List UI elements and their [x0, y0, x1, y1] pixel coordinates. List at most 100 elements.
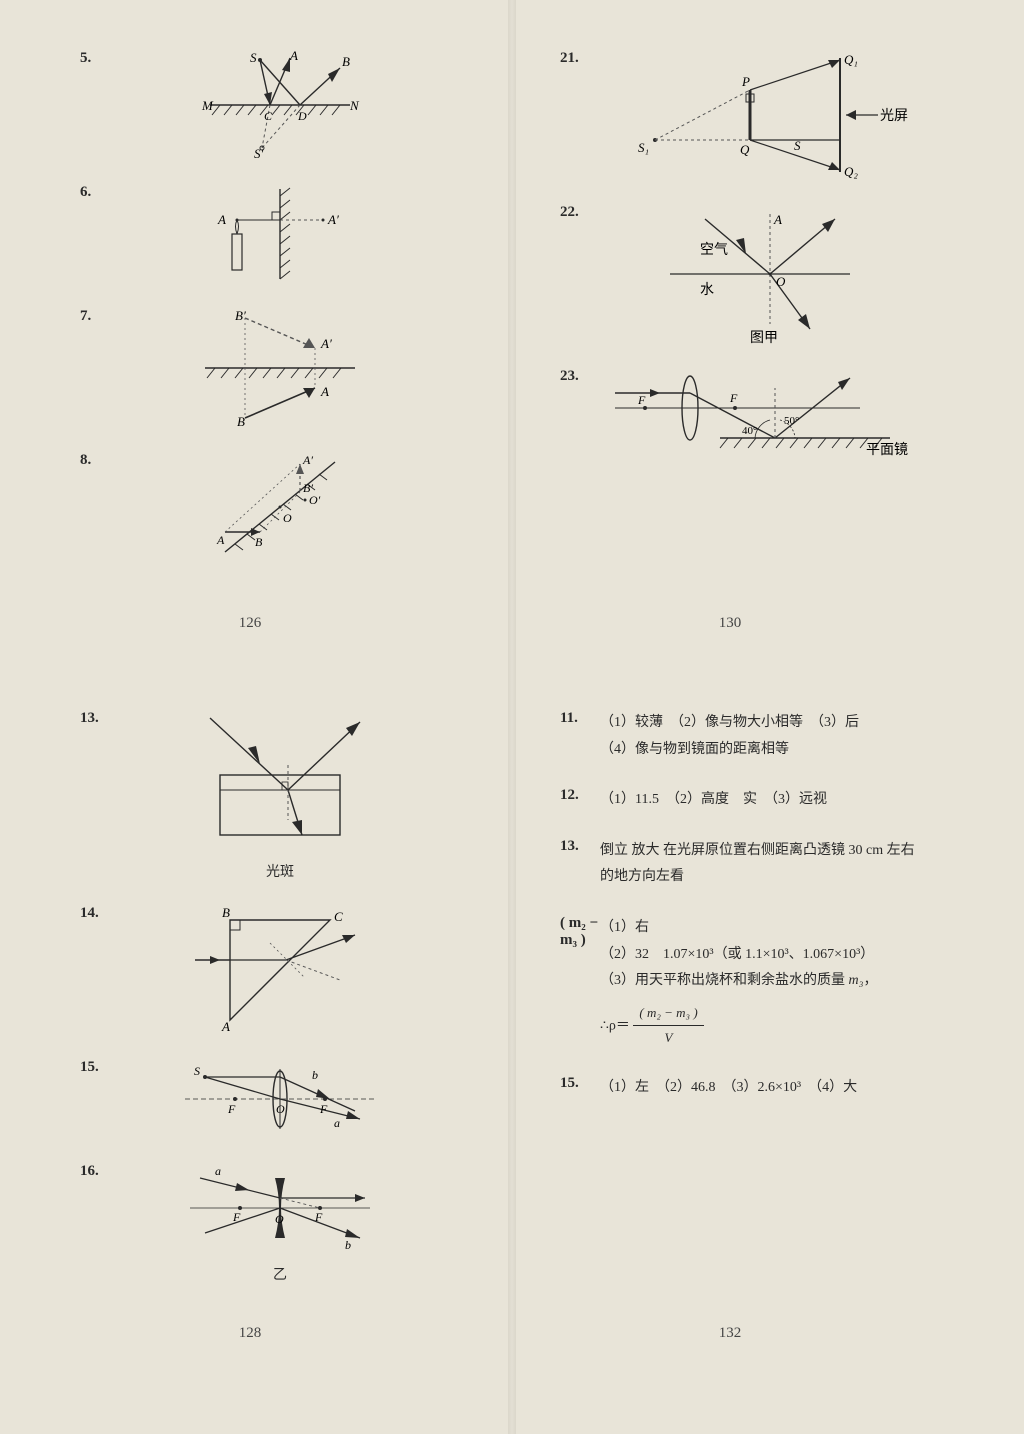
answer-12-text: （1）11.5 （2）高度 实 （3）远视 [600, 787, 920, 814]
answer-11-line2: （4）像与物到镜面的距离相等 [600, 737, 920, 764]
question-number: 22. [560, 204, 600, 221]
question-number: 13. [560, 838, 600, 855]
diagram-q7: B A B′ A′ [120, 308, 440, 428]
label-50: 50° [784, 415, 799, 427]
page-number: 130 [520, 615, 940, 632]
answer-15: 15. （1）左 （2）46.8 （3）2.6×10³ （4）大 [560, 1075, 920, 1102]
label-Q2: Q₂ [844, 164, 858, 179]
question-number: 8. [80, 452, 120, 469]
page-number: 126 [40, 615, 460, 632]
label-a: a [334, 1116, 340, 1130]
question-5: 5. [80, 50, 440, 160]
page-128: 13. [40, 660, 460, 1360]
question-16-diagram: 16. [80, 1163, 440, 1284]
question-number: 5. [80, 50, 120, 67]
label-F2: F [729, 391, 738, 405]
formula-lead: ∴ρ＝ [600, 1018, 630, 1033]
label-S: S [250, 50, 257, 65]
density-fraction: ( m₂ − m₃ ) V [633, 1001, 703, 1051]
question-14-diagram: 14. B C A [80, 905, 440, 1035]
diagram-q5: S A B M C D N S′ [120, 50, 440, 160]
label-A: A [221, 1019, 230, 1034]
page-132: 11. （1）较薄 （2）像与物大小相等 （3）后 （4）像与物到镜面的距离相等… [520, 660, 940, 1360]
label-F2: F [319, 1102, 328, 1116]
label-water: 水 [700, 282, 714, 298]
question-number: 23. [560, 368, 600, 385]
svg-q8-inclined-mirror: A B O A′ B′ O′ [205, 452, 355, 562]
question-6: 6. A [80, 184, 440, 284]
diagram-q8: A B O A′ B′ O′ [120, 452, 440, 562]
answer-body: （1）较薄 （2）像与物大小相等 （3）后 （4）像与物到镜面的距离相等 [600, 710, 920, 763]
answer-13-text: 倒立 放大 在光屏原位置右侧距离凸透镜 30 cm 左右的地方向左看 [600, 838, 920, 891]
question-23: 23. [560, 368, 920, 468]
label-A: A [289, 48, 298, 63]
svg-q6-candle-mirror: A A′ [190, 184, 370, 284]
svg-q14-prism: B C A [190, 905, 370, 1035]
label-D: D [297, 109, 307, 123]
diagram-q6: A A′ [120, 184, 440, 284]
label-B: B [222, 905, 230, 920]
question-21: 21. P [560, 50, 920, 180]
svg-q7-arrow-object-image: B A B′ A′ [195, 308, 365, 428]
label-Ap: A′ [327, 212, 339, 227]
caption-q16: 乙 [185, 1264, 375, 1284]
label-O: O [283, 511, 292, 525]
label-B: B [255, 535, 263, 549]
label-A: A [773, 212, 782, 227]
answer-14: ( m₂ − m₃ ) （1）右 （2）32 1.07×10³（或 1.1×10… [560, 915, 920, 1051]
svg-q5-mirror-reflection: S A B M C D N S′ [200, 50, 360, 160]
label-C: C [334, 909, 343, 924]
caption-q13: 光斑 [190, 861, 370, 881]
label-mirror: 平面镜 [866, 442, 908, 458]
label-F1: F [232, 1210, 241, 1224]
label-S1: S₁ [638, 140, 649, 155]
label-O: O [275, 1212, 284, 1226]
answer-14-part3a: （3）用天平称出烧杯和剩余盐水的质量 [600, 973, 849, 988]
question-13-diagram: 13. [80, 710, 440, 881]
answer-11-line1: （1）较薄 （2）像与物大小相等 （3）后 [600, 710, 920, 737]
label-B: B [237, 414, 245, 429]
fraction-numerator: ( m₂ − m₃ ) [633, 1001, 703, 1027]
answer-14-part2: （2）32 1.07×10³（或 1.1×10³、1.067×10³） [600, 942, 920, 969]
horizontal-divider [30, 650, 994, 651]
diagram-q23: F F 40° 50° 平面镜 [600, 368, 920, 468]
label-P: P [741, 74, 750, 89]
diagram-q13: 光斑 [120, 710, 440, 881]
label-A: A [320, 384, 329, 399]
label-C: C [264, 109, 273, 123]
page-number: 132 [520, 1325, 940, 1342]
label-A: A [217, 212, 226, 227]
answer-13: 13. 倒立 放大 在光屏原位置右侧距离凸透镜 30 cm 左右的地方向左看 [560, 838, 920, 891]
label-b: b [345, 1238, 351, 1252]
svg-q23-lens-mirror: F F 40° 50° 平面镜 [610, 368, 910, 468]
question-number: 21. [560, 50, 600, 67]
label-S: S [194, 1064, 200, 1078]
question-number: 11. [560, 710, 600, 727]
question-number: 7. [80, 308, 120, 325]
label-a: a [215, 1164, 221, 1178]
label-b: b [312, 1068, 318, 1082]
label-Sp: S′ [254, 146, 264, 161]
answer-15-text: （1）左 （2）46.8 （3）2.6×10³ （4）大 [600, 1075, 920, 1102]
question-number: ( m₂ − m₃ ) [560, 915, 600, 949]
question-number: 12. [560, 787, 600, 804]
caption-q22: 图甲 [750, 331, 778, 346]
label-F2: F [314, 1210, 323, 1224]
page-spine [508, 0, 516, 1434]
label-40: 40° [742, 425, 757, 437]
diagram-q14: B C A [120, 905, 440, 1035]
label-S: S [794, 138, 801, 153]
label-Q1: Q₁ [844, 52, 858, 67]
question-number: 15. [560, 1075, 600, 1092]
diagram-q22: A O 空气 水 图甲 [600, 204, 920, 344]
label-B: B [342, 54, 350, 69]
answer-14-body: （1）右 （2）32 1.07×10³（或 1.1×10³、1.067×10³）… [600, 915, 920, 1051]
label-F1: F [637, 393, 646, 407]
label-air: 空气 [700, 242, 728, 258]
question-15-diagram: 15. S F O [80, 1059, 440, 1139]
label-Bp: B′ [235, 308, 246, 323]
page-126: 5. [40, 0, 460, 650]
label-Ap: A′ [320, 336, 332, 351]
label-A: A [216, 533, 225, 547]
page-number: 128 [40, 1325, 460, 1342]
